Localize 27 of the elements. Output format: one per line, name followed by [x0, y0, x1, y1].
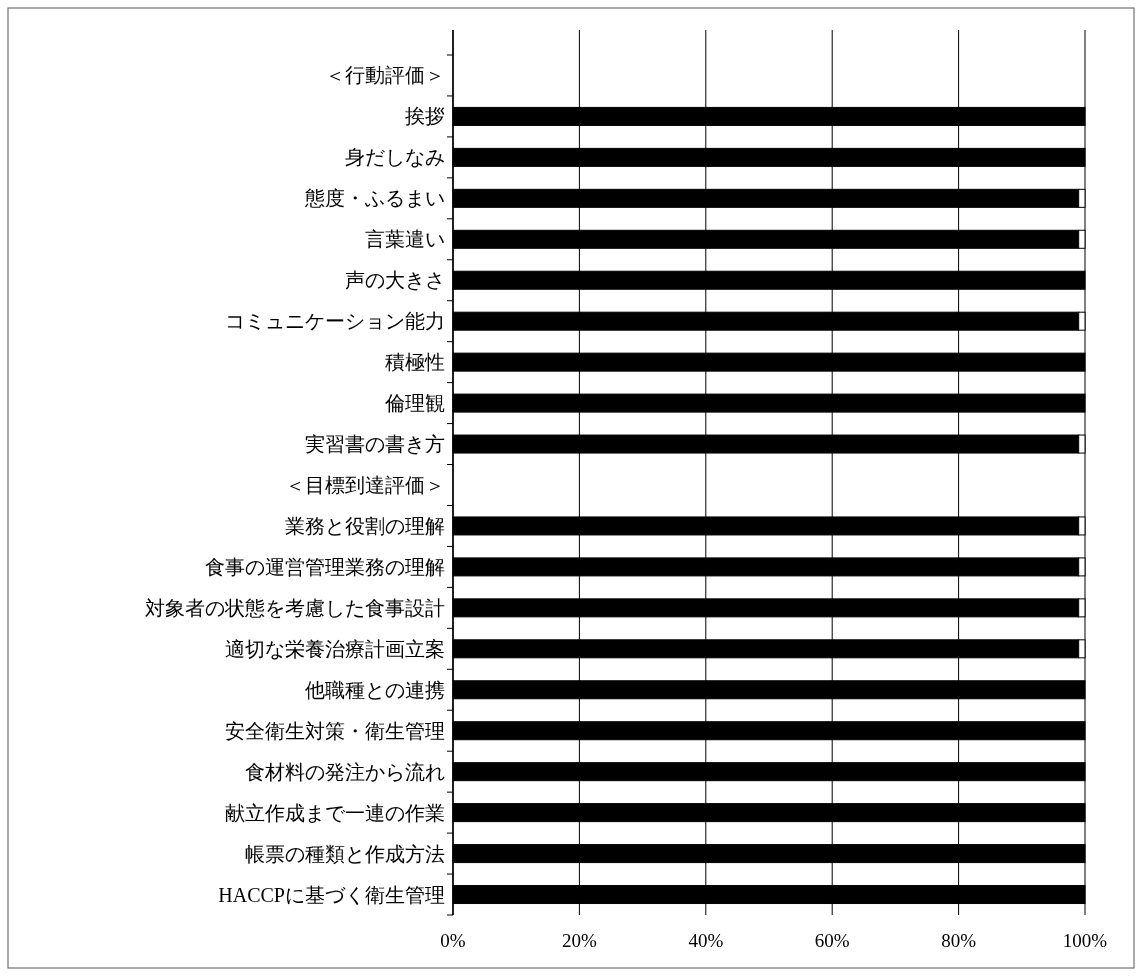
y-tick-label: 態度・ふるまい — [304, 187, 445, 210]
y-tick-label: 身だしなみ — [345, 146, 445, 169]
x-tick-label: 60% — [814, 930, 850, 951]
y-tick-label: 帳票の種類と作成方法 — [245, 842, 445, 865]
x-tick-label: 100% — [1062, 930, 1108, 951]
y-tick-label: 積極性 — [385, 351, 445, 374]
y-tick-label: 食事の運営管理業務の理解 — [205, 555, 445, 578]
y-tick-label: 適切な栄養治療計画立案 — [225, 637, 445, 660]
y-tick-label: 倫理観 — [384, 392, 445, 415]
x-tick-label: 0% — [440, 930, 466, 951]
x-tick-label: 40% — [688, 930, 724, 951]
y-tick-label: 対象者の状態を考慮した食事設計 — [145, 596, 445, 619]
y-tick-label: 実習書の書き方 — [305, 433, 445, 456]
y-tick-label: 他職種との連携 — [305, 678, 445, 701]
y-tick-label: 業務と役割の理解 — [285, 514, 445, 537]
x-tick-label: 80% — [941, 930, 977, 951]
y-tick-label: コミュニケーション能力 — [225, 310, 445, 333]
x-tick-label: 20% — [561, 930, 597, 951]
y-tick-label: 食材料の発注から流れ — [245, 760, 445, 783]
y-tick-label: 安全衛生対策・衛生管理 — [225, 719, 445, 742]
y-tick-label: 献立作成まで一連の作業 — [225, 801, 445, 824]
y-tick-label: 言葉遣い — [365, 228, 445, 251]
y-tick-label: ＜目標到達評価＞ — [285, 474, 445, 496]
y-tick-label: ＜行動評価＞ — [325, 64, 445, 87]
y-tick-label: 挨拶 — [405, 105, 445, 128]
y-tick-label: 声の大きさ — [345, 269, 445, 292]
y-tick-label: HACCPに基づく衛生管理 — [218, 883, 445, 906]
